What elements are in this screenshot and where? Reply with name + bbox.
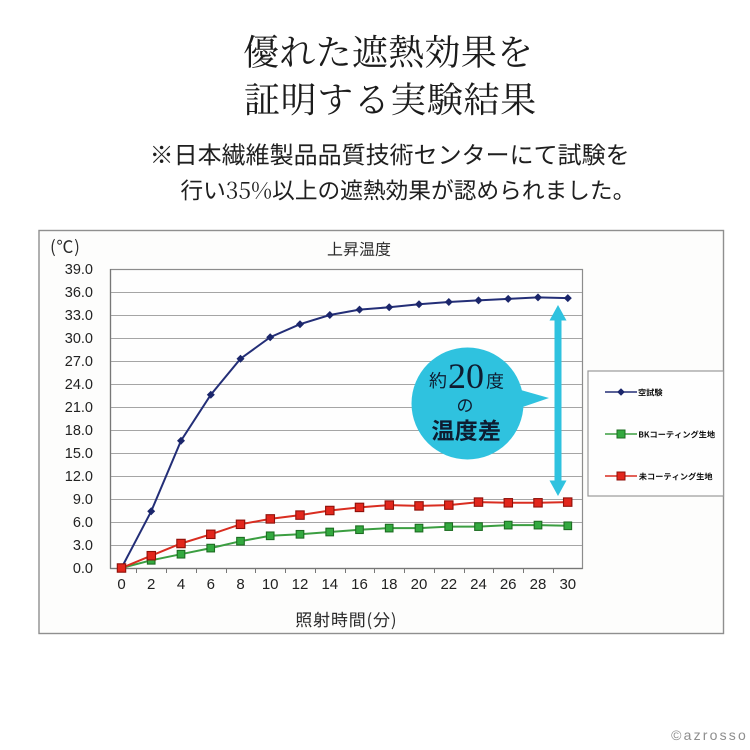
- svg-text:4: 4: [177, 576, 185, 593]
- svg-text:24: 24: [470, 576, 487, 593]
- svg-text:33.0: 33.0: [65, 308, 93, 324]
- svg-text:20: 20: [411, 576, 428, 593]
- svg-text:18: 18: [381, 576, 398, 593]
- svg-text:0.0: 0.0: [73, 561, 93, 577]
- svg-text:27.0: 27.0: [65, 354, 93, 370]
- svg-text:14: 14: [321, 576, 338, 593]
- svg-text:30.0: 30.0: [65, 331, 93, 347]
- svg-text:0: 0: [117, 576, 125, 593]
- svg-text:12.0: 12.0: [65, 469, 93, 485]
- svg-text:2: 2: [147, 576, 155, 593]
- svg-text:36.0: 36.0: [65, 285, 93, 301]
- svg-text:30: 30: [559, 576, 576, 593]
- svg-text:6.0: 6.0: [73, 515, 93, 531]
- svg-text:28: 28: [530, 576, 547, 593]
- svg-text:15.0: 15.0: [65, 446, 93, 462]
- svg-text:21.0: 21.0: [65, 400, 93, 416]
- svg-text:18.0: 18.0: [65, 423, 93, 439]
- svg-text:8: 8: [236, 576, 244, 593]
- svg-text:6: 6: [207, 576, 215, 593]
- svg-text:39.0: 39.0: [65, 262, 93, 278]
- svg-text:12: 12: [292, 576, 309, 593]
- svg-text:9.0: 9.0: [73, 492, 93, 508]
- svg-text:26: 26: [500, 576, 517, 593]
- svg-text:10: 10: [262, 576, 279, 593]
- svg-text:16: 16: [351, 576, 368, 593]
- svg-text:3.0: 3.0: [73, 538, 93, 554]
- svg-text:20: 20: [448, 356, 484, 396]
- svg-text:24.0: 24.0: [65, 377, 93, 393]
- svg-text:22: 22: [440, 576, 457, 593]
